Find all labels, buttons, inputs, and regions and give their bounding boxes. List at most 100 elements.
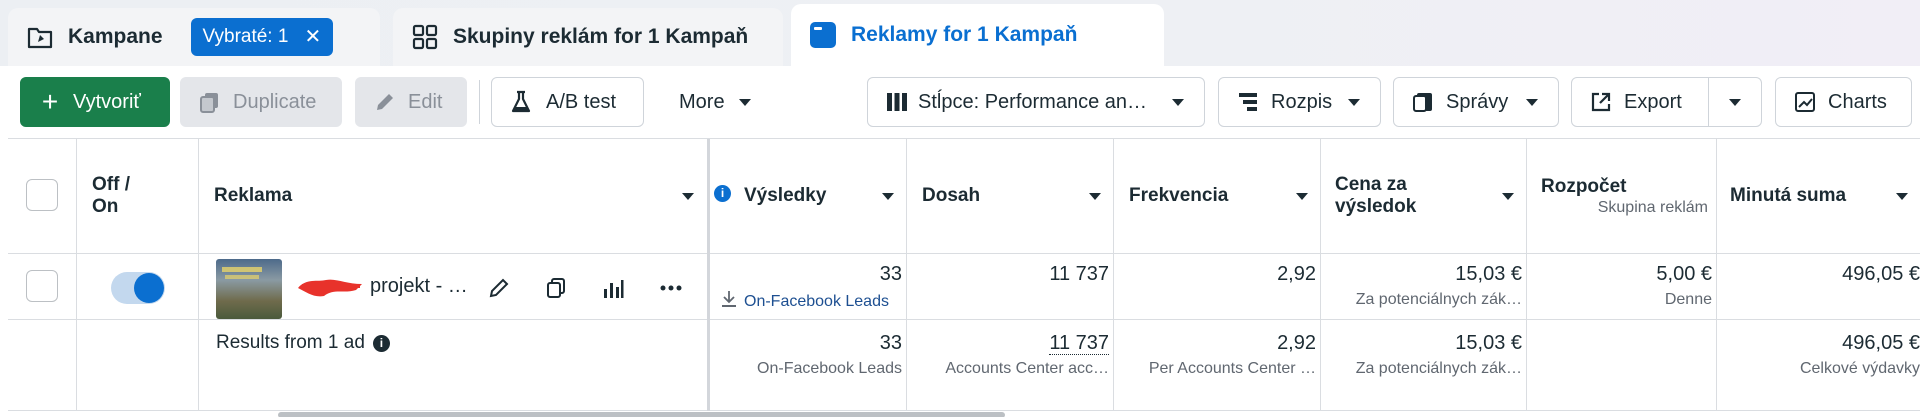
grid-icon <box>411 23 439 51</box>
summary-cost-sub: Za potenciálnych zák… <box>1355 360 1522 377</box>
summary-frequency: 2,92 <box>1277 332 1316 354</box>
pencil-icon[interactable] <box>486 275 512 301</box>
results-type-link[interactable]: On-Facebook Leads <box>744 292 889 310</box>
breakdown-button[interactable]: Rozpis <box>1218 77 1381 127</box>
header-spent[interactable]: Minutá suma <box>1730 139 1920 253</box>
summary-reach: 11 737 <box>1049 332 1109 355</box>
header-toggle-label: Off / On <box>92 174 130 217</box>
export-button[interactable]: Export <box>1571 77 1709 127</box>
bar-chart-icon[interactable] <box>600 275 626 301</box>
export-dropdown-button[interactable] <box>1708 77 1762 127</box>
info-icon: i <box>714 185 731 202</box>
flask-icon <box>508 89 534 115</box>
col-divider <box>906 139 907 411</box>
redacted-text <box>298 279 362 297</box>
chevron-down-icon <box>738 98 751 106</box>
frozen-col-divider <box>707 139 710 411</box>
row-spent: 496,05 € <box>1842 263 1920 285</box>
row-results: 33 <box>879 263 902 285</box>
summary-label-text: Results from 1 ad <box>216 332 365 353</box>
summary-reach-wrap[interactable]: 11 737 <box>1049 332 1109 355</box>
ad-icon <box>809 21 837 49</box>
header-ad[interactable]: Reklama <box>214 139 706 253</box>
info-icon[interactable]: i <box>372 334 390 352</box>
ads-table: Off / On Reklama i Výsledky Dosah Frekve… <box>8 138 1920 417</box>
chevron-down-icon <box>1729 98 1741 106</box>
toolbar-divider <box>479 80 480 124</box>
header-reach[interactable]: Dosah <box>922 139 1113 253</box>
col-divider <box>1113 139 1114 411</box>
ad-name[interactable]: projekt - … <box>370 275 468 297</box>
chevron-down-icon <box>682 193 694 200</box>
chart-icon <box>1792 89 1818 115</box>
col-divider <box>198 139 199 411</box>
summary-frequency-sub: Per Accounts Center … <box>1148 360 1316 377</box>
col-divider <box>1716 139 1717 411</box>
ab-test-button[interactable]: A/B test <box>491 77 644 127</box>
summary-label: Results from 1 ad i <box>216 332 390 354</box>
edit-button[interactable]: Edit <box>355 77 467 127</box>
selected-badge[interactable]: Vybraté: 1 ✕ <box>190 18 334 56</box>
chevron-down-icon <box>1502 193 1514 200</box>
header-ad-label: Reklama <box>214 185 293 206</box>
summary-spent: 496,05 € <box>1842 332 1920 354</box>
chevron-down-icon <box>1896 193 1908 200</box>
duplicate-button[interactable]: Duplicate <box>180 77 342 127</box>
more-button[interactable]: More <box>660 77 770 127</box>
row-budget: 5,00 € <box>1656 263 1712 285</box>
create-button[interactable]: + Vytvoriť <box>20 77 170 127</box>
header-budget-sublabel: Skupina reklám <box>1597 199 1708 216</box>
export-label: Export <box>1624 90 1682 113</box>
download-icon <box>720 289 738 314</box>
more-options-icon[interactable] <box>658 275 684 301</box>
results-type[interactable]: On-Facebook Leads <box>720 289 889 314</box>
header-cost-label: Cena za výsledok <box>1335 174 1417 217</box>
row-cost: 15,03 € <box>1455 263 1522 285</box>
charts-button[interactable]: Charts <box>1775 77 1912 127</box>
header-results[interactable]: i Výsledky <box>714 139 906 253</box>
reports-button[interactable]: Správy <box>1393 77 1559 127</box>
tab-ads[interactable]: Reklamy for 1 Kampaň <box>791 4 1164 66</box>
export-icon <box>1588 89 1614 115</box>
row-cost-sub: Za potenciálnych zák… <box>1355 291 1522 308</box>
ad-on-off-toggle[interactable] <box>111 272 165 304</box>
header-cost[interactable]: Cena za výsledok <box>1335 139 1526 253</box>
header-reach-label: Dosah <box>922 185 981 206</box>
clear-selection-icon[interactable]: ✕ <box>304 26 322 48</box>
charts-label: Charts <box>1828 90 1887 113</box>
tab-ad-sets[interactable]: Skupiny reklám for 1 Kampaň <box>393 8 783 66</box>
pencil-icon <box>372 89 398 115</box>
chevron-down-icon <box>1089 193 1101 200</box>
more-label: More <box>679 90 725 113</box>
tab-campaigns-label: Kampane <box>68 25 163 48</box>
col-divider <box>1320 139 1321 411</box>
summary-spent-sub: Celkové výdavky <box>1799 360 1920 377</box>
table-bottom-border <box>8 410 1920 411</box>
chevron-down-icon <box>1172 99 1184 106</box>
reports-icon <box>1410 89 1436 115</box>
select-all-checkbox[interactable] <box>26 179 58 211</box>
ad-thumbnail[interactable] <box>216 259 282 319</box>
tab-campaigns[interactable]: Kampane Vybraté: 1 ✕ <box>8 8 380 66</box>
folder-icon <box>26 23 54 51</box>
row-divider <box>8 319 1920 320</box>
row-budget-sub: Denne <box>1664 291 1712 308</box>
header-toggle[interactable]: Off / On <box>92 139 192 253</box>
header-budget[interactable]: Rozpočet Skupina reklám <box>1541 139 1716 253</box>
summary-cost: 15,03 € <box>1455 332 1522 354</box>
header-frequency[interactable]: Frekvencia <box>1129 139 1320 253</box>
header-divider <box>8 253 1920 254</box>
row-checkbox[interactable] <box>26 270 58 302</box>
header-results-label: Výsledky <box>744 185 827 206</box>
chevron-down-icon <box>1348 99 1360 106</box>
col-divider <box>76 139 77 411</box>
columns-button[interactable]: Stĺpce: Performance an… <box>867 77 1205 127</box>
header-frequency-label: Frekvencia <box>1129 185 1229 206</box>
plus-icon: + <box>41 86 59 117</box>
toggle-knob <box>134 273 164 303</box>
header-spent-label: Minutá suma <box>1730 185 1847 206</box>
duplicate-icon[interactable] <box>543 275 569 301</box>
row-reach: 11 737 <box>1049 263 1109 285</box>
breakdown-label: Rozpis <box>1271 90 1333 113</box>
horizontal-scrollbar[interactable] <box>278 412 1005 417</box>
